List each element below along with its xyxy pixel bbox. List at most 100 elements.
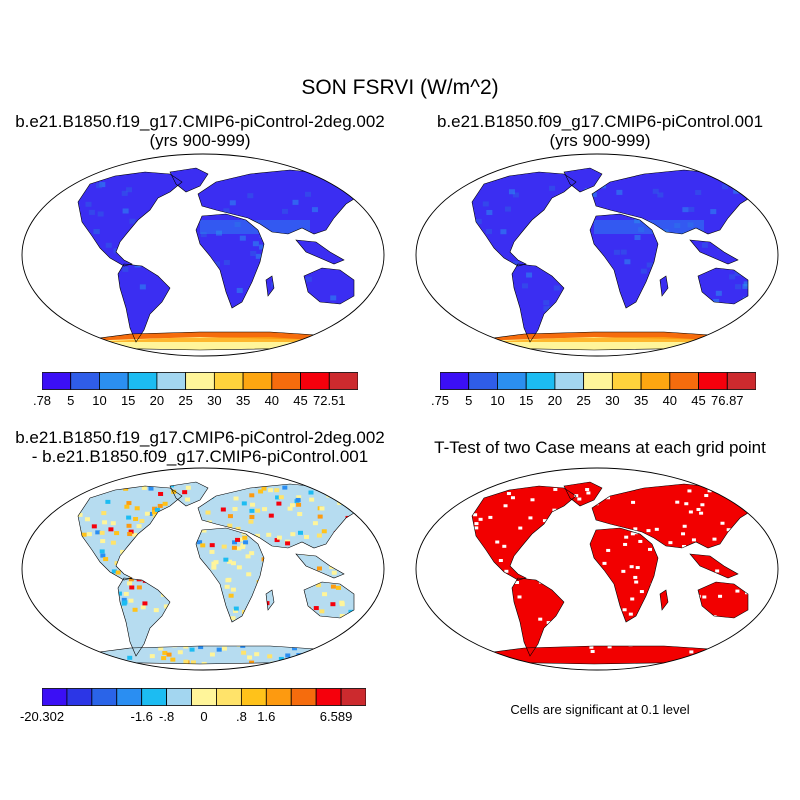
colorbar-swatch [726,372,757,390]
colorbar-swatches [41,372,359,390]
panel-title-line1: b.e21.B1850.f09_g17.CMIP6-piControl.001 [436,112,764,131]
colorbar-swatches [439,372,757,390]
colorbar-swatch [213,372,244,390]
colorbar-swatch [216,688,242,706]
colorbar-tick-label: 45 [293,393,308,408]
colorbar-tick-label: 30 [605,393,620,408]
colorbar-swatch [191,688,217,706]
main-title: SON FSRVI (W/m^2) [301,76,499,99]
colorbar-bottom-left: -20.302 -1.6 -.8 0 .8 1.6 6.589 [20,688,367,728]
colorbar-swatch [242,372,273,390]
land-africa [590,528,658,622]
panel-title-line2: - b.e21.B1850.f09_g17.CMIP6-piControl.00… [31,447,369,466]
land-greenland [170,168,208,192]
colorbar-tick-label: 5 [67,393,75,408]
colorbar-tick-label: 10 [490,393,505,408]
map-bottom-right [415,467,779,671]
colorbar-tick-label: 6.589 [319,709,353,724]
colorbar-swatch [271,372,301,390]
colorbar-tick-label: 40 [264,393,280,408]
colorbar-swatch [265,688,292,706]
panel-title-top-left: b.e21.B1850.f19_g17.CMIP6-piControl-2deg… [0,112,400,150]
land-samerica [118,578,170,656]
colorbar-tick-label: 35 [633,393,649,408]
colorbar-swatch [70,372,100,390]
land-madagascar [266,276,274,296]
land-seasia [690,240,738,264]
colorbar-swatch [698,372,728,390]
land-africa [196,214,264,308]
colorbar-tick-label: 72.51 [312,393,346,408]
colorbar-swatch [583,372,613,390]
colorbar-tick-label: 40 [662,393,678,408]
colorbar-swatch [554,372,585,390]
map-bottom-left [21,467,385,671]
colorbar-swatch [439,372,470,390]
colorbar-swatch [66,688,93,706]
land-australia [698,582,748,618]
colorbar-tick-label: 20 [547,393,563,408]
panel-title-line2: (yrs 900-999) [549,131,651,150]
map-border [415,153,779,357]
colorbar-tick-label: 15 [120,393,136,408]
colorbar-swatch [497,372,527,390]
colorbar-tick-label: 76.87 [710,393,744,408]
colorbar-tick-label: -.8 [159,709,175,724]
land-australia [698,268,748,304]
colorbar-tick-label: 45 [691,393,706,408]
colorbar-swatch [91,688,118,706]
panel-title-line2: (yrs 900-999) [149,131,251,150]
colorbar-swatch [156,372,187,390]
colorbar-tick-label: 0 [200,709,208,724]
colorbar-swatch [185,372,215,390]
panel-title-top-right: b.e21.B1850.f09_g17.CMIP6-piControl.001 … [400,112,800,150]
land-samerica [512,578,564,656]
significance-note: Cells are significant at 0.1 level [510,702,690,717]
land-eurasia [198,484,362,548]
land-greenland [564,168,602,192]
colorbar-tick-label: .78 [32,393,52,408]
land-madagascar [660,276,668,296]
land-africa [590,214,658,308]
land-namerica [472,486,576,580]
colorbar-tick-label: 5 [465,393,473,408]
colorbar-tick-label: 20 [149,393,165,408]
land-seasia [296,240,344,264]
colorbar-tick-label: 35 [235,393,251,408]
land-namerica [472,172,576,266]
colorbar-swatch [315,688,342,706]
colorbar-swatch [240,688,267,706]
panel-title-bottom-right: T-Test of two Case means at each grid po… [434,438,766,457]
panel-title-line1: b.e21.B1850.f19_g17.CMIP6-piControl-2deg… [15,428,385,447]
colorbar-swatch [141,688,168,706]
colorbar-swatch [116,688,143,706]
colorbar-tick-label: .75 [430,393,450,408]
colorbar-tick-label: -1.6 [130,709,153,724]
colorbar-swatch [127,372,158,390]
colorbar-swatch [41,688,68,706]
colorbar-swatch [525,372,556,390]
colorbar-swatch [640,372,671,390]
land-eurasia [592,170,756,234]
colorbar-swatch [611,372,642,390]
land-seasia [296,554,344,578]
map-border [21,467,385,671]
colorbar-swatch [468,372,498,390]
colorbar-swatch [669,372,699,390]
colorbar-top-right: .75 5 10 15 20 25 30 35 40 45 76.87 [431,372,757,412]
land-madagascar [660,590,668,610]
colorbar-top-left: .78 5 10 15 20 25 30 35 40 45 72.51 [33,372,359,412]
colorbar-swatch [99,372,129,390]
map-border [21,153,385,357]
land-greenland [564,482,602,506]
colorbar-tick-label: 1.6 [257,709,276,724]
colorbar-swatch [166,688,192,706]
panel-title-line1: b.e21.B1850.f19_g17.CMIP6-piControl-2deg… [15,112,385,131]
antarctic-high-values [84,332,354,350]
colorbar-swatch [290,688,317,706]
map-top-left [21,153,385,357]
colorbar-swatches [41,688,367,706]
colorbar-tick-label: .8 [235,709,247,724]
map-border [415,467,779,671]
colorbar-tick-label: -20.302 [19,709,65,724]
